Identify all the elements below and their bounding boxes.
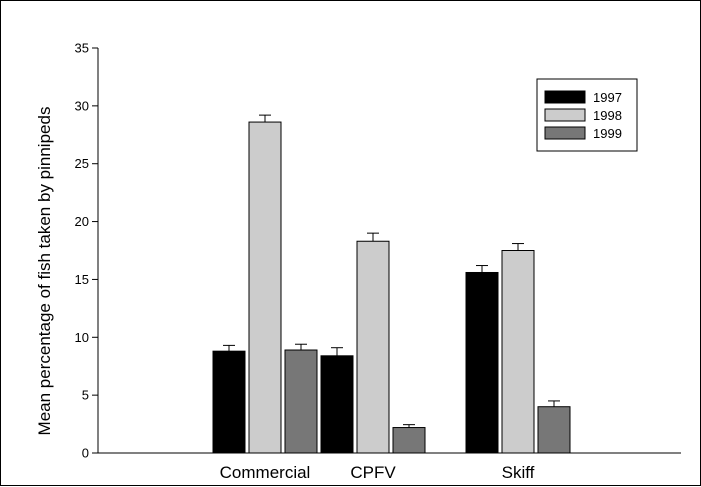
x-category-label: CPFV (350, 463, 396, 482)
y-tick-label: 15 (75, 272, 89, 287)
y-ticks: 0 5 10 15 20 25 30 35 (75, 41, 98, 461)
bar (212, 350, 246, 454)
legend-label: 1997 (593, 90, 622, 105)
y-tick-label: 35 (75, 41, 89, 56)
bar (537, 406, 571, 454)
y-tick-label: 0 (82, 446, 89, 461)
x-category-label: Commercial (220, 463, 311, 482)
bars (212, 121, 571, 454)
y-axis-label: Mean percentage of fish taken by pinnipe… (35, 107, 54, 436)
legend-swatch (544, 90, 586, 104)
legend-label: 1998 (593, 108, 622, 123)
y-tick-label: 20 (75, 214, 89, 229)
legend: 1997 1998 1999 (536, 78, 638, 152)
bar (356, 240, 390, 454)
legend-swatch (544, 126, 586, 140)
legend-swatch (544, 108, 586, 122)
bar (284, 349, 318, 454)
bar (392, 427, 426, 454)
y-tick-label: 10 (75, 330, 89, 345)
bar (248, 121, 282, 454)
bar (465, 271, 499, 454)
y-tick-label: 30 (75, 98, 89, 113)
x-category-label: Skiff (502, 463, 535, 482)
error-bars (223, 114, 560, 428)
legend-label: 1999 (593, 126, 622, 141)
x-categories: Commercial CPFV Skiff (220, 463, 535, 482)
bar (501, 250, 535, 454)
bar (320, 355, 354, 454)
y-tick-label: 25 (75, 156, 89, 171)
y-tick-label: 5 (82, 388, 89, 403)
